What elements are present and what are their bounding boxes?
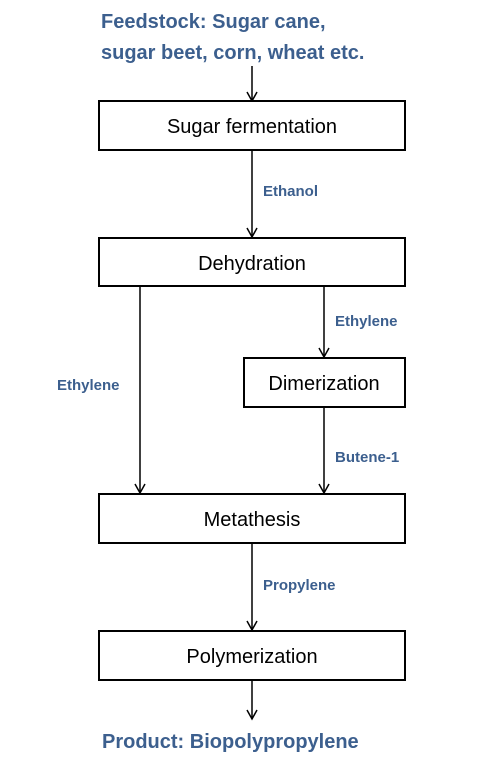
edge-label-propylene: Propylene [263,577,336,594]
dehydration-box: Dehydration [98,237,406,287]
polymerization-box: Polymerization [98,630,406,681]
edge-label-ethanol: Ethanol [263,183,318,200]
dimerization-label: Dimerization [268,373,379,395]
dehydration-label: Dehydration [198,253,306,275]
edge-label-ethylene-right: Ethylene [335,313,398,330]
sugar-fermentation-label: Sugar fermentation [167,116,337,138]
metathesis-label: Metathesis [204,509,301,531]
product-title: Product: Biopolypropylene [102,731,359,753]
sugar-fermentation-box: Sugar fermentation [98,100,406,151]
feedstock-title-line1: Feedstock: Sugar cane, [101,11,326,33]
edge-label-ethylene-left: Ethylene [57,377,120,394]
metathesis-box: Metathesis [98,493,406,544]
feedstock-title-line2: sugar beet, corn, wheat etc. [101,42,364,64]
polymerization-label: Polymerization [186,646,317,668]
dimerization-box: Dimerization [243,357,406,408]
edge-label-butene: Butene-1 [335,449,399,466]
